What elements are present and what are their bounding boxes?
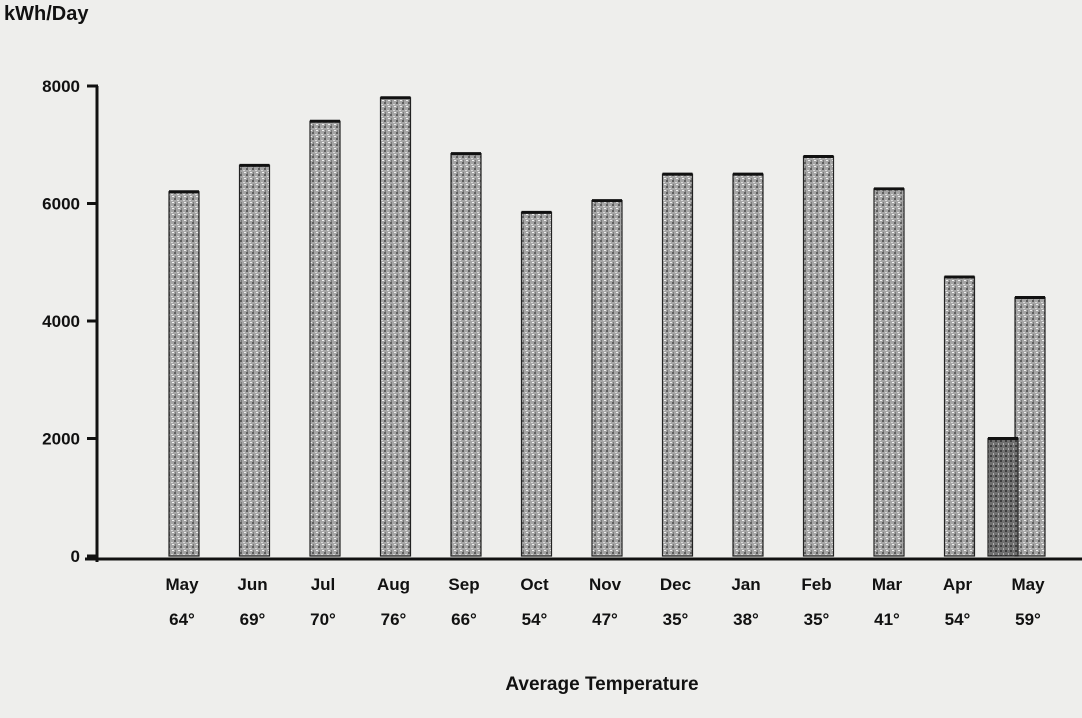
- x-temperature-label: 76°: [381, 610, 407, 629]
- x-category-label: Jan: [731, 575, 760, 594]
- x-temperature-label: 35°: [804, 610, 830, 629]
- x-axis-labels: May 64° Jun 69° Jul 70° Aug 76° Sep 66° Oct 54° Nov 4…: [165, 575, 1045, 629]
- bar: [873, 188, 905, 557]
- x-category-label: May: [165, 575, 199, 594]
- bar: [591, 199, 623, 557]
- x-temperature-label: 54°: [945, 610, 971, 629]
- bar: [238, 164, 271, 557]
- x-temperature-label: 41°: [874, 610, 900, 629]
- y-tick-label: 2000: [42, 430, 80, 449]
- x-category-label: Apr: [943, 575, 973, 594]
- bar: [168, 191, 200, 557]
- x-temperature-label: 59°: [1015, 610, 1041, 629]
- y-axis-title: kWh/Day: [4, 3, 89, 25]
- x-category-label: Nov: [589, 575, 622, 594]
- bar: [1014, 296, 1046, 557]
- x-category-label: Dec: [660, 575, 691, 594]
- x-temperature-label: 35°: [663, 610, 689, 629]
- x-category-label: Jul: [311, 575, 336, 594]
- x-temperature-label: 66°: [451, 610, 477, 629]
- x-category-label: Sep: [448, 575, 479, 594]
- y-tick-label: 6000: [42, 195, 80, 214]
- x-category-label: May: [1011, 575, 1045, 594]
- x-category-label: Mar: [872, 575, 903, 594]
- secondary-bar: [987, 437, 1019, 557]
- y-tick-label: 8000: [42, 77, 80, 96]
- x-category-label: Oct: [520, 575, 549, 594]
- bar: [520, 211, 553, 557]
- bar: [802, 155, 835, 557]
- x-temperature-label: 54°: [522, 610, 548, 629]
- x-temperature-label: 70°: [310, 610, 336, 629]
- y-tick-label: 4000: [42, 312, 80, 331]
- x-category-label: Jun: [237, 575, 267, 594]
- y-axis-ticks: 0 2000 4000 6000 8000: [42, 77, 98, 566]
- bar: [943, 276, 976, 557]
- x-category-label: Aug: [377, 575, 410, 594]
- bar: [379, 97, 412, 557]
- x-axis-title: Average Temperature: [505, 674, 698, 695]
- bar: [661, 173, 694, 557]
- bars-group: [168, 96, 1046, 557]
- x-temperature-label: 69°: [240, 610, 266, 629]
- bar: [309, 120, 341, 557]
- y-tick-label: 0: [71, 547, 80, 566]
- bar: [732, 173, 764, 557]
- x-temperature-label: 64°: [169, 610, 195, 629]
- bar: [450, 152, 482, 557]
- x-category-label: Feb: [801, 575, 831, 594]
- x-temperature-label: 38°: [733, 610, 759, 629]
- x-temperature-label: 47°: [592, 610, 618, 629]
